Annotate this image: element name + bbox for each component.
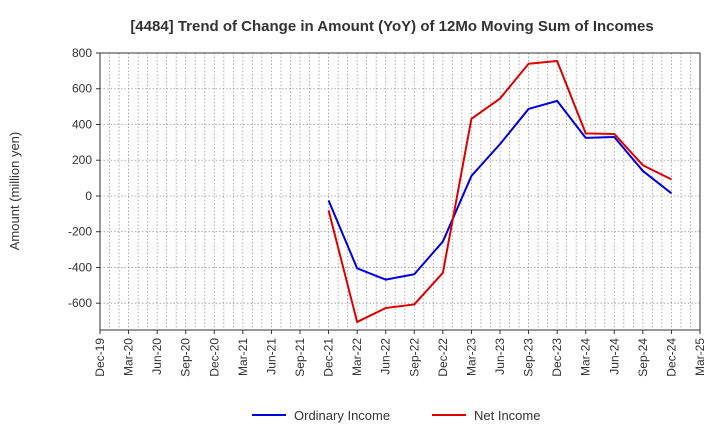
x-tick-label: Sep-23 [522,338,536,377]
y-tick-label: 600 [72,82,92,96]
legend-label-0: Ordinary Income [294,408,390,423]
x-tick-label: Jun-22 [379,338,393,375]
x-tick-label: Dec-24 [664,338,678,377]
x-tick-label: Mar-21 [236,338,250,376]
y-axis: 800 600 400 200 0 -200 -400 -600 [68,46,100,310]
y-tick-label: 200 [72,153,92,167]
x-tick-label: Sep-21 [293,338,307,377]
plot-area [99,52,701,331]
x-tick-label: Mar-25 [693,338,707,376]
x-tick-label: Mar-22 [350,338,364,376]
grid [100,52,700,330]
x-tick-label: Jun-21 [264,338,278,375]
y-tick-label: 400 [72,117,92,131]
x-tick-label: Jun-24 [607,338,621,375]
x-tick-label: Jun-20 [150,338,164,375]
legend: Ordinary Income Net Income [252,408,540,423]
x-tick-label: Dec-21 [322,338,336,377]
series-lines [327,60,673,323]
x-tick-label: Mar-23 [464,338,478,376]
legend-label-1: Net Income [474,408,540,423]
x-tick-label: Dec-22 [436,338,450,377]
y-tick-label: -600 [68,296,92,310]
y-tick-label: 800 [72,46,92,60]
x-tick-label: Mar-20 [122,338,136,376]
x-tick-label: Sep-24 [636,338,650,377]
x-tick-label: Dec-20 [207,338,221,377]
y-axis-label: Amount (million yen) [7,132,22,251]
x-axis: Dec-19 Mar-20 Jun-20 Sep-20 Dec-20 Mar-21 Jun-… [93,330,707,377]
x-tick-label: Sep-20 [179,338,193,377]
x-tick-label: Sep-22 [407,338,421,377]
x-tick-label: Jun-23 [493,338,507,375]
y-tick-label: -200 [68,225,92,239]
x-tick-label: Mar-24 [579,338,593,376]
x-tick-label: Dec-23 [550,338,564,377]
y-tick-label: 0 [85,189,92,203]
x-tick-label: Dec-19 [93,338,107,377]
series-line-1 [327,60,672,323]
chart-title: [4484] Trend of Change in Amount (YoY) o… [130,18,653,35]
series-line-0 [327,99,673,281]
y-tick-label: -400 [68,260,92,274]
